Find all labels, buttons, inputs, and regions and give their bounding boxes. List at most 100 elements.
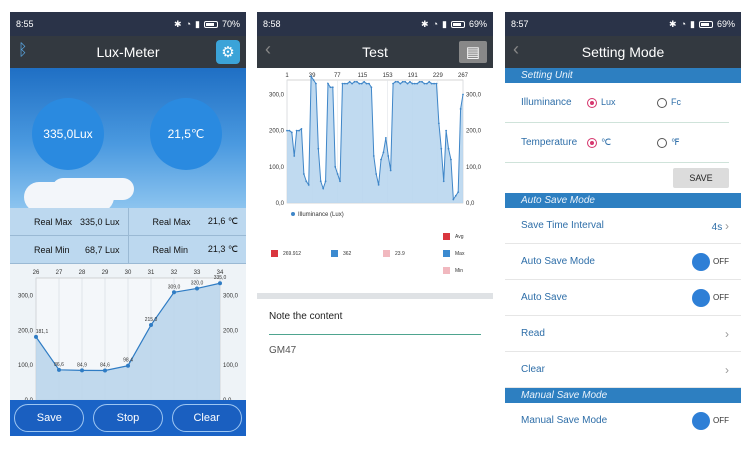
y-tick-label: 300,0 [18,293,34,299]
data-point [445,129,448,132]
avg-label: Avg [455,234,464,240]
stat-value: 68,7 Lux [84,244,120,255]
wifi-icon: ◔ [432,19,439,29]
save-button[interactable]: Save [14,404,85,432]
bluetooth-icon[interactable]: ᛒ [18,42,28,59]
clear-button[interactable]: Clear [171,404,242,432]
signal-icon: ▮ [690,18,695,29]
manual-save-mode-row: Manual Save Mode OFF [505,403,741,436]
lux-meter-screen: 8:55 ✱ ◔ ▮ 70% ᛒ Lux-Meter ⚙ 335,0Lux 21,5℃… [10,12,246,436]
stat-label: Real Max [34,216,73,227]
y-tick-label: 300,0 [269,92,285,98]
area-fill [287,76,463,203]
button-bar: Save Stop Clear [10,400,246,436]
battery-icon [698,20,713,28]
clear-row[interactable]: Clear › [505,352,741,388]
x-tick-label: 34 [217,270,224,276]
row-label: Clear [521,364,545,375]
auto-save-mode-row: Auto Save Mode OFF [505,244,741,280]
max-label: Max [455,251,465,257]
data-point [462,93,464,96]
data-point [310,75,313,78]
gear-icon[interactable]: ⚙ [216,40,240,64]
data-point [172,290,176,295]
y-tick-label: 100,0 [269,165,285,171]
save-button[interactable]: SAVE [673,168,729,188]
x-tick-label: 191 [408,73,419,79]
avg-swatch [271,250,278,257]
stat-value: 21,6 ℃ [207,216,238,226]
data-point [317,147,320,150]
data-point [149,323,153,328]
status-bar: 8:58 ✱ ◔ ▮ 69% [257,12,493,36]
auto-save-mode-toggle[interactable]: OFF [692,252,729,271]
min-value: 23.9 [395,251,405,257]
data-point [418,80,421,83]
auto-save-toggle[interactable]: OFF [692,288,729,307]
toggle-state: OFF [713,257,729,266]
data-point [435,82,438,85]
legend-label: Illuminance (Lux) [298,212,344,218]
stat-label: Real Min [152,244,189,255]
x-tick-label: 1 [285,73,289,79]
data-point [290,131,293,134]
celsius-radio[interactable]: ℃ [587,137,637,148]
illuminance-chart-svg: 2627282930313233340,00,0100,0100,0200,02… [18,270,239,412]
data-point [442,180,445,183]
row-label: Auto Save [521,292,568,303]
x-tick-label: 77 [334,73,341,79]
data-point [288,129,291,132]
x-tick-label: 115 [358,73,368,79]
temperature-unit-row: Temperature ℃ ℉ [505,123,729,163]
data-point [425,82,428,85]
data-point [295,129,298,132]
back-arrow-icon[interactable]: ‹ [513,39,519,59]
manual-save-mode-toggle[interactable]: OFF [692,411,729,430]
data-point [399,82,402,85]
data-point [430,82,433,85]
status-bar: 8:55 ✱ ◔ ▮ 70% [10,12,246,36]
data-point [195,286,199,291]
min-swatch [443,267,450,274]
data-point [57,367,61,372]
data-label: 84,6 [100,363,110,369]
read-row[interactable]: Read › [505,316,741,352]
data-label: 215,0 [145,317,158,323]
data-point [339,180,341,183]
back-arrow-icon[interactable]: ‹ [265,39,271,59]
interval-value: 4s [711,221,723,233]
lux-option-label: Lux [601,97,616,108]
fc-radio[interactable]: Fc [657,97,681,108]
data-point [334,165,337,168]
data-point [372,155,375,157]
y-tick-label-right: 0,0 [466,201,475,207]
x-tick-label: 153 [383,73,394,79]
data-point [457,191,460,194]
status-time: 8:57 [511,19,529,29]
row-label: Save Time Interval [521,220,604,231]
data-point [377,184,380,186]
stat-label: Real Min [34,244,70,255]
save-time-interval-row[interactable]: Save Time Interval 4s › [505,208,741,244]
stats-row-min: Real Min 68,7 Lux Real Min 21,3 ℃ [10,236,246,264]
lux-reading: 335,0Lux [32,98,104,170]
reading-panel: 335,0Lux 21,5℃ [10,68,246,212]
data-point [384,136,387,139]
history-chart: 1 39 77 115 153 191 229 267 0,0 0,0 100,0 100,0 200,… [257,68,493,223]
lux-radio[interactable]: Lux [587,97,637,108]
save-row: SAVE [505,163,741,193]
data-point [331,86,334,89]
auto-save-row: Auto Save OFF [505,280,741,316]
printer-icon[interactable]: ▤ [459,41,487,63]
data-point [370,86,373,89]
x-tick-label: 267 [458,73,469,79]
section-header: Auto Save Mode [505,193,741,208]
y-tick-label: 200,0 [18,328,34,334]
note-heading: Note the content [269,311,343,322]
fahrenheit-radio[interactable]: ℉ [657,137,680,148]
stop-button[interactable]: Stop [92,404,163,432]
signal-icon: ▮ [195,18,200,29]
note-content[interactable]: GM47 [269,334,481,366]
data-label: 320,0 [191,280,204,286]
row-label: Manual Save Mode [521,415,608,426]
